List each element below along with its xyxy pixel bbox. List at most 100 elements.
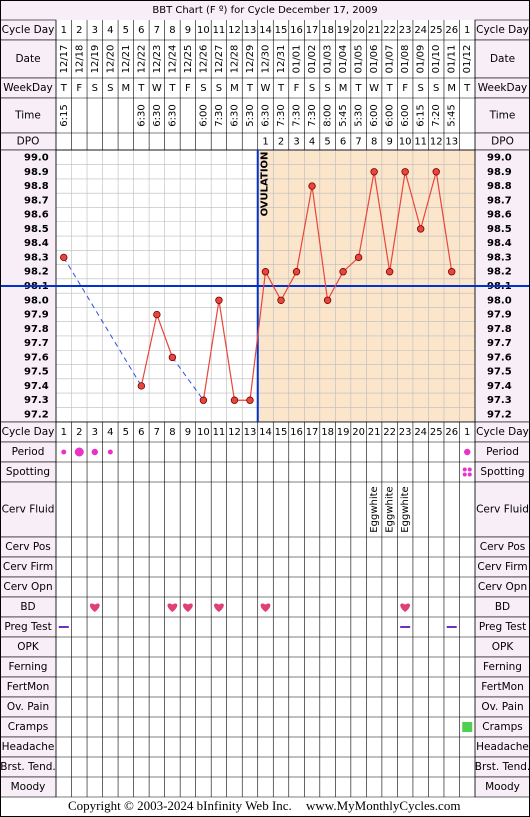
- row-label: Period: [486, 446, 519, 458]
- date: 12/27: [214, 45, 225, 74]
- temp-point: [246, 396, 254, 404]
- temp-point: [137, 382, 146, 390]
- cycle-day: 5: [123, 25, 129, 36]
- temp-point: [277, 296, 285, 304]
- cycle-day: 14: [259, 25, 272, 36]
- weekday: S: [433, 83, 439, 94]
- cycle-day: 21: [368, 25, 381, 36]
- row-label: DPO: [17, 136, 40, 148]
- row-label: Cerv Opn: [478, 581, 527, 593]
- y-tick-label: 97.5: [24, 367, 49, 378]
- period-dot: [91, 448, 98, 456]
- y-tick-label: 98.7: [487, 195, 512, 206]
- date: 12/30: [261, 45, 272, 74]
- weekday: F: [76, 83, 82, 94]
- date: 12/18: [74, 45, 85, 74]
- dpo: 10: [399, 137, 412, 148]
- weekday: M: [339, 83, 348, 94]
- temp-point: [385, 268, 394, 276]
- row-label: Headache: [476, 741, 529, 753]
- cycle-day: 13: [244, 25, 257, 36]
- row-label: Cerv Fluid: [2, 504, 55, 516]
- cycle-day: 26: [445, 25, 458, 36]
- row-label: Ferning: [483, 661, 522, 673]
- temp-point: [292, 268, 301, 276]
- weekday: S: [216, 83, 222, 94]
- date: 01/02: [307, 45, 318, 74]
- time: 6:00: [198, 104, 209, 126]
- date: 12/21: [121, 45, 132, 74]
- weekday: T: [463, 83, 471, 94]
- row-label: Preg Test: [4, 621, 51, 633]
- temp-point: [230, 396, 239, 404]
- y-tick-label: 97.2: [487, 410, 512, 421]
- time: 7:20: [431, 104, 442, 126]
- cycle-day: 25: [430, 427, 443, 438]
- time: 6:15: [59, 104, 70, 126]
- y-tick-label: 97.3: [487, 395, 512, 406]
- cycle-day: 3: [92, 427, 98, 438]
- weekday: F: [294, 83, 300, 94]
- row-label: Moody: [11, 781, 46, 793]
- date: 12/24: [167, 45, 178, 74]
- row-label: Cerv Opn: [3, 581, 52, 593]
- weekday: T: [277, 83, 285, 94]
- date: 12/29: [245, 45, 256, 74]
- cycle-day: 2: [76, 427, 82, 438]
- row-label: Period: [12, 446, 45, 458]
- cycle-day: 19: [337, 25, 350, 36]
- temp-point: [432, 168, 440, 176]
- dpo: 8: [371, 137, 377, 148]
- cycle-day: 15: [275, 25, 288, 36]
- row-label: Cramps: [8, 721, 48, 733]
- date: 12/26: [198, 45, 209, 74]
- date: 12/20: [105, 45, 116, 74]
- dpo: 3: [293, 137, 299, 148]
- date: 12/17: [59, 45, 70, 74]
- date: 01/01: [292, 45, 303, 74]
- y-tick-label: 97.9: [487, 310, 512, 321]
- temp-point: [168, 353, 177, 362]
- row-label: Cycle Day: [2, 426, 55, 438]
- y-tick-label: 98.7: [24, 195, 49, 206]
- weekday: T: [246, 83, 254, 94]
- row-label: WeekDay: [478, 82, 528, 94]
- row-label: Cramps: [482, 721, 522, 733]
- cycle-day: 25: [430, 25, 443, 36]
- time: 6:30: [136, 104, 147, 126]
- time: 6:30: [167, 104, 178, 126]
- cycle-day: 18: [321, 25, 334, 36]
- row-label: FertMon: [481, 681, 524, 693]
- label-cell: [474, 481, 530, 538]
- weekday: F: [402, 83, 408, 94]
- date: 12/28: [229, 45, 240, 74]
- dpo: 12: [430, 137, 443, 148]
- cycle-day: 1: [464, 25, 470, 36]
- cycle-day: 1: [61, 25, 67, 36]
- y-tick-label: 97.6: [487, 352, 512, 363]
- time: 6:15: [416, 104, 427, 126]
- row-label: Cycle Day: [476, 24, 529, 36]
- label-cell: [474, 97, 530, 134]
- weekday: T: [60, 83, 68, 94]
- ovulation-label: OVULATION: [260, 152, 271, 217]
- cycle-day: 14: [259, 427, 272, 438]
- time: 7:30: [307, 104, 318, 126]
- row-label: DPO: [491, 136, 514, 148]
- y-tick-label: 97.8: [24, 324, 49, 335]
- row-label: Ferning: [9, 661, 48, 673]
- row-label: Cerv Pos: [5, 541, 51, 553]
- row-label: Cerv Firm: [3, 561, 53, 573]
- bd-heart: [400, 603, 411, 612]
- weekday: T: [355, 83, 363, 94]
- weekday: S: [418, 83, 424, 94]
- cycle-day: 22: [383, 427, 396, 438]
- time: 5:30: [354, 104, 365, 126]
- site: www.MyMonthlyCycles.com: [306, 798, 460, 813]
- spot-dot: [467, 472, 472, 477]
- label-cell: [474, 39, 530, 79]
- period-dot: [464, 448, 471, 456]
- temp-point: [354, 253, 363, 262]
- time: 6:30: [152, 104, 163, 126]
